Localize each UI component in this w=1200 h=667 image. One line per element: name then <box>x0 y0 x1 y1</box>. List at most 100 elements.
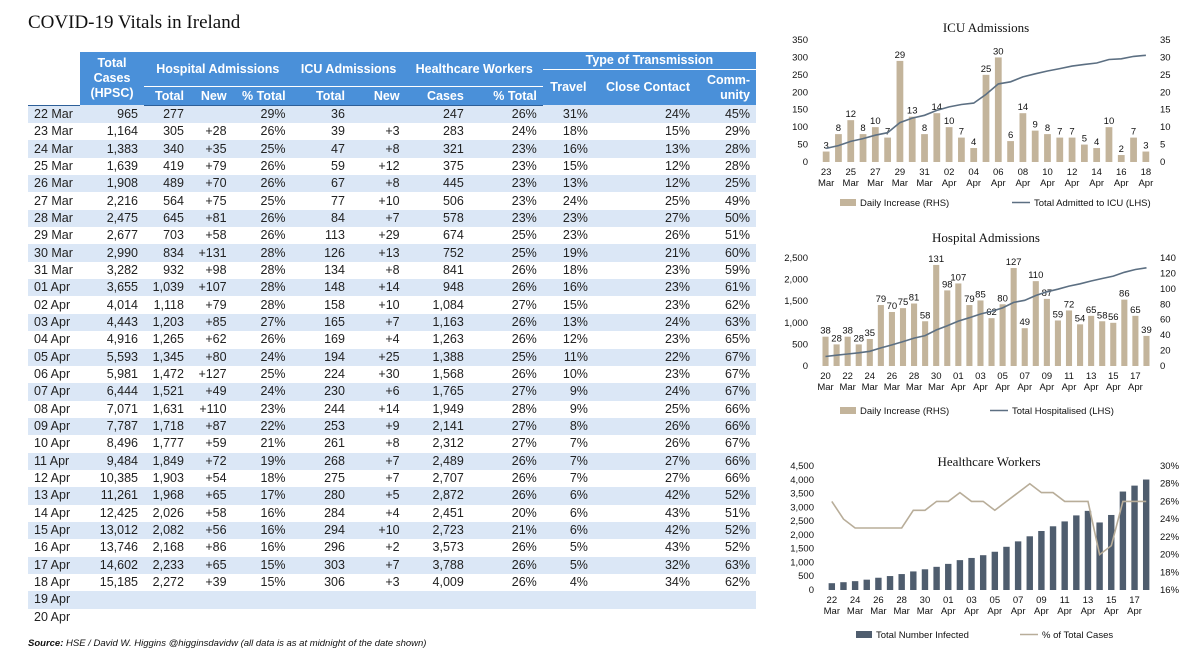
hcw-cases-header: Cases <box>405 86 470 106</box>
table-row: 22 Mar 965 277 29% 36 247 26% 31% 24% 45% <box>28 105 756 124</box>
legend-label: Total Admitted to ICU (LHS) <box>1034 198 1151 209</box>
table-cell: +7 <box>385 210 400 225</box>
x-tick-label: Mar <box>824 606 840 617</box>
row-date: 19 Apr <box>34 592 71 607</box>
legend-label: Daily Increase (RHS) <box>860 406 949 417</box>
table-row: 25 Mar 1,639 419 +79 26% 59 +12 375 23% 15% 12% 28% <box>28 157 756 176</box>
table-cell: +4 <box>385 332 400 347</box>
y-right-tick-label: 0 <box>1160 361 1165 372</box>
table-cell: 66% <box>724 471 750 486</box>
table-cell: 703 <box>163 228 184 243</box>
x-tick-label: 15 <box>1108 371 1119 382</box>
x-tick-label: 17 <box>1129 595 1140 606</box>
data-label: 7 <box>1069 127 1074 138</box>
table-row: 20 Apr <box>28 608 756 626</box>
table-cell: 66% <box>724 419 750 434</box>
x-tick-label: 14 <box>1091 167 1102 178</box>
x-tick-label: 10 <box>1042 167 1053 178</box>
table-cell: +131 <box>198 245 227 260</box>
legend-label: Total Number Infected <box>876 630 969 641</box>
table-cell: 2,141 <box>432 419 464 434</box>
table-cell: 1,777 <box>152 436 184 451</box>
data-label: 58 <box>920 310 931 321</box>
bar <box>933 113 941 162</box>
y-right-tick-label: 20 <box>1160 87 1171 98</box>
y-left-tick-label: 4,000 <box>790 475 814 486</box>
table-cell <box>233 609 292 626</box>
data-label: 8 <box>860 123 865 134</box>
table-cell: 4,009 <box>432 575 464 590</box>
table-cell: 42% <box>664 523 690 538</box>
x-tick-label: Apr <box>1040 178 1055 189</box>
bar <box>945 127 953 162</box>
data-label: 72 <box>1064 299 1075 310</box>
table-cell: 50% <box>724 210 750 225</box>
table-cell: 8% <box>569 419 588 434</box>
row-date: 06 Apr <box>34 367 71 382</box>
table-cell: 26% <box>664 419 690 434</box>
table-cell: 24% <box>562 193 588 208</box>
x-tick-label: 04 <box>968 167 979 178</box>
bar <box>844 336 851 366</box>
table-cell: 7% <box>569 453 588 468</box>
icu-total-header: Total <box>291 86 351 106</box>
table-cell <box>406 609 470 626</box>
y-right-tick-label: 40 <box>1160 330 1171 341</box>
table-cell: 27% <box>260 314 286 329</box>
x-tick-label: 05 <box>997 371 1008 382</box>
table-cell <box>80 609 144 626</box>
x-tick-label: Mar <box>893 606 909 617</box>
bar <box>1093 148 1101 162</box>
data-label: 5 <box>1082 134 1087 145</box>
table-row: 11 Apr 9,484 1,849 +72 19% 268 +7 2,489 26% 7% 27%… <box>28 452 756 470</box>
y-right-tick-label: 26% <box>1160 496 1180 507</box>
bar <box>851 581 859 590</box>
date-header-blank <box>28 86 80 106</box>
table-cell: 18% <box>562 262 588 277</box>
table-cell: 23% <box>511 141 537 156</box>
x-tick-label: Apr <box>941 606 956 617</box>
total-cases-header: Total Cases (HPSC) <box>80 52 144 106</box>
table-cell: 60% <box>724 245 750 260</box>
bar <box>1031 130 1039 162</box>
table-row: 31 Mar 3,282 932 +98 28% 134 +8 841 26% 18% 23% 59% <box>28 261 756 280</box>
table-cell: 1,163 <box>432 314 464 329</box>
table-cell: +39 <box>205 575 227 590</box>
table-cell: 306 <box>324 575 345 590</box>
bar <box>977 300 984 366</box>
data-label: 87 <box>1042 288 1053 299</box>
row-date: 12 Apr <box>34 471 71 486</box>
table-cell: 52% <box>724 488 750 503</box>
y-right-tick-label: 60 <box>1160 315 1171 326</box>
bar <box>840 582 847 590</box>
bar <box>1061 521 1068 590</box>
table-cell: 8,496 <box>106 436 138 451</box>
row-date: 02 Apr <box>34 297 71 312</box>
y-right-tick-label: 20 <box>1160 346 1171 357</box>
table-cell: 51% <box>724 228 750 243</box>
data-label: 65 <box>1086 305 1097 316</box>
table-cell: 5% <box>569 540 588 555</box>
table-cell: +8 <box>385 262 400 277</box>
bar <box>1142 151 1150 162</box>
table-cell: 66% <box>724 401 750 416</box>
data-label: 39 <box>1141 325 1152 336</box>
x-tick-label: 07 <box>1019 371 1030 382</box>
data-label: 8 <box>836 123 841 134</box>
y-left-tick-label: 100 <box>792 122 808 133</box>
table-cell: 564 <box>163 193 184 208</box>
table-cell: 15% <box>664 124 690 139</box>
table-row: 08 Apr 7,071 1,631 +110 23% 244 +14 1,949 28% 9% 2… <box>28 400 756 418</box>
table-cell: 5% <box>569 557 588 572</box>
bar <box>988 318 995 366</box>
table-row: 10 Apr 8,496 1,777 +59 21% 261 +8 2,312 27% 7% 26%… <box>28 435 756 453</box>
table-cell: 158 <box>324 297 345 312</box>
bar <box>933 264 940 366</box>
table-cell: 419 <box>163 158 184 173</box>
table-row: 04 Apr 4,916 1,265 +62 26% 169 +4 1,263 26% 12% 23… <box>28 331 756 349</box>
table-cell: 28% <box>260 280 286 295</box>
x-tick-label: Apr <box>1039 382 1054 393</box>
data-label: 7 <box>1057 127 1062 138</box>
table-cell: 23% <box>664 280 690 295</box>
table-cell: 13,746 <box>99 540 138 555</box>
